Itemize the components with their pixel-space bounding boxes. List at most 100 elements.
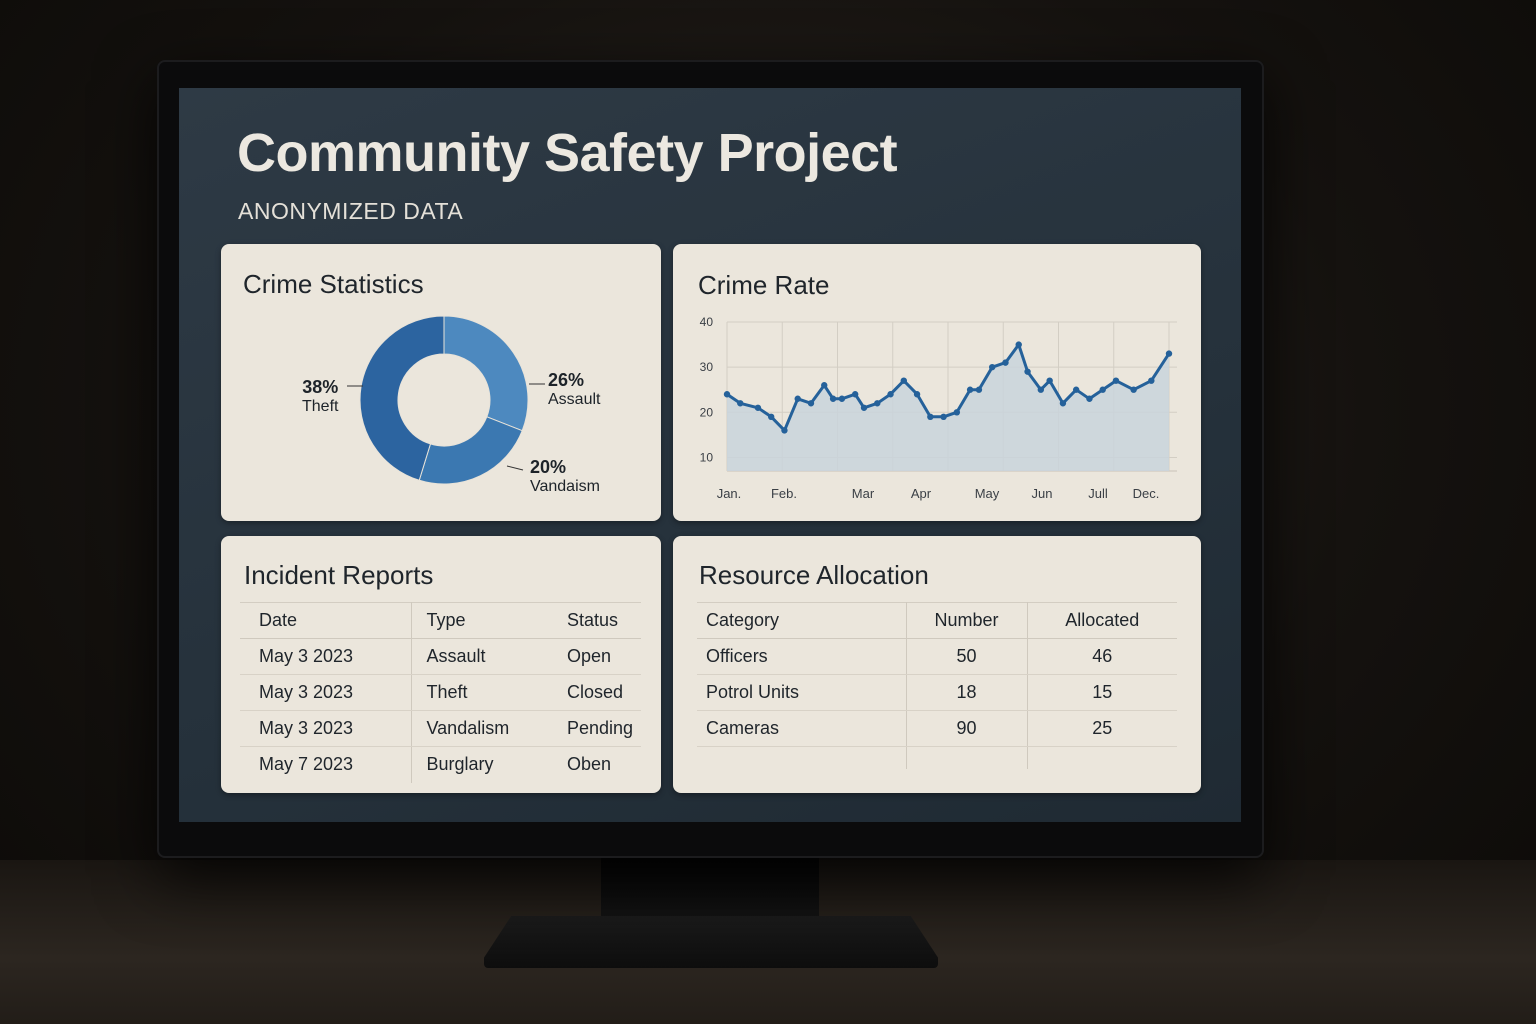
crime-statistics-title: Crime Statistics	[243, 269, 424, 299]
table-spacer-row	[697, 746, 1177, 769]
data-point	[1072, 386, 1080, 393]
data-point	[1112, 377, 1120, 384]
table-row[interactable]: May 3 2023 Theft Closed	[240, 674, 641, 711]
column-header-allocated: Allocated	[1027, 602, 1177, 639]
x-tick-label: Feb.	[771, 486, 797, 501]
donut-slice-assault	[443, 315, 529, 432]
theft-label: 38% Theft	[302, 377, 338, 416]
column-header-type: Type	[411, 602, 551, 639]
data-point	[1024, 368, 1031, 375]
x-tick-label: Mar	[852, 486, 875, 501]
data-point	[838, 395, 846, 402]
data-point	[989, 363, 996, 371]
data-point	[1165, 350, 1173, 357]
incident-reports-title: Incident Reports	[244, 560, 434, 590]
table-row[interactable]: Officers 50 46	[697, 638, 1177, 675]
data-point	[887, 391, 894, 398]
donut-slice-vandaism	[418, 416, 523, 485]
monitor-stand-neck	[601, 856, 819, 922]
incident-reports-panel: Incident Reports Date Type Status May 3 …	[221, 536, 661, 793]
resource-allocation-table: Category Number Allocated Officers 50 46…	[697, 602, 1177, 769]
resource-category: Officers	[697, 638, 907, 675]
resource-category: Cameras	[697, 710, 907, 747]
table-row[interactable]: Potrol Units 18 15	[697, 674, 1177, 711]
x-tick-label: Dec.	[1133, 486, 1160, 501]
resource-number: 50	[906, 638, 1028, 675]
vandalism-leader-line	[506, 465, 524, 471]
data-point	[953, 409, 961, 416]
table-header-row: Category Number Allocated	[697, 602, 1177, 639]
incident-status: Open	[551, 638, 641, 675]
incident-date: May 3 2023	[240, 674, 412, 711]
resource-category: Potrol Units	[697, 674, 907, 711]
table-row[interactable]: May 3 2023 Assault Open	[240, 638, 641, 675]
incident-type: Burglary	[426, 754, 494, 775]
theft-name: Theft	[302, 398, 339, 415]
column-header-category: Category	[697, 602, 907, 639]
y-tick-label: 40	[700, 315, 714, 329]
x-tick-label: Jull	[1088, 486, 1108, 501]
x-tick-label: Jan.	[717, 486, 742, 501]
data-point	[754, 404, 762, 411]
assault-label: 26% Assault	[548, 370, 600, 409]
column-header-date: Date	[240, 602, 412, 639]
incident-date: May 3 2023	[240, 710, 412, 747]
table-row[interactable]: May 7 2023 Burglary Oben	[240, 746, 641, 783]
resource-allocated: 46	[1027, 638, 1177, 675]
data-point	[1130, 386, 1137, 393]
incident-date: May 3 2023	[240, 638, 412, 675]
assault-pct: 26%	[548, 370, 585, 390]
table-row[interactable]: Cameras 90 25	[697, 710, 1177, 747]
data-point	[860, 404, 868, 411]
column-header-number: Number	[906, 602, 1028, 639]
incident-type: Theft	[411, 674, 551, 711]
data-point	[781, 427, 788, 434]
data-point	[1086, 395, 1093, 402]
x-tick-label: May	[975, 486, 1000, 501]
donut-slice-theft	[359, 315, 445, 481]
crime-statistics-panel: Crime Statistics 38% Theft 26% Assault 2…	[221, 244, 661, 521]
data-point	[851, 391, 859, 398]
page-title: Community Safety Project	[237, 123, 898, 183]
data-point	[966, 386, 974, 393]
incident-status: Closed	[551, 674, 641, 711]
data-point	[821, 382, 828, 389]
data-point	[1015, 341, 1022, 348]
data-point	[1037, 386, 1045, 393]
crime-statistics-donut	[347, 315, 545, 485]
y-tick-label: 20	[700, 405, 714, 419]
incident-type: Assault	[411, 638, 551, 675]
data-point	[927, 413, 934, 421]
x-tick-label: Apr	[911, 486, 932, 501]
y-tick-label: 30	[700, 360, 714, 374]
data-point	[1099, 386, 1106, 393]
table-row[interactable]: May 3 2023 Vandalism Pending	[240, 710, 641, 747]
assault-name: Assault	[548, 391, 601, 408]
data-point	[768, 413, 775, 421]
data-point	[1046, 377, 1053, 384]
crime-rate-chart: 10 20 30 40 Jan. Feb. Mar Apr May Jun Jull Dec.	[700, 315, 1177, 501]
x-tick-label: Jun	[1032, 486, 1053, 501]
crime-rate-title: Crime Rate	[698, 270, 830, 300]
incident-reports-table: Date Type Status May 3 2023 Assault Open…	[240, 602, 641, 783]
y-tick-label: 10	[700, 450, 714, 464]
data-point	[1002, 359, 1009, 366]
incident-status: Pending	[551, 710, 641, 747]
vandalism-name: Vandaism	[530, 478, 600, 495]
incident-type: Vandalism	[411, 710, 551, 747]
incident-date: May 7 2023	[240, 746, 412, 783]
data-point	[829, 395, 837, 402]
resource-allocation-title: Resource Allocation	[699, 560, 929, 590]
data-point	[794, 395, 801, 402]
data-point	[913, 391, 921, 398]
data-point	[807, 400, 815, 407]
crime-rate-area	[727, 344, 1169, 471]
resource-number: 90	[906, 710, 1028, 747]
data-point	[723, 391, 731, 398]
page-subtitle: ANONYMIZED DATA	[238, 198, 464, 224]
table-header-row: Date Type Status	[240, 602, 641, 639]
vandalism-label: 20% Vandaism	[530, 457, 600, 496]
crime-rate-panel: Crime Rate 10 20 30 40 Jan. Feb. Mar Apr May Jun…	[673, 244, 1201, 521]
monitor-stand-base	[484, 916, 938, 968]
data-point	[975, 386, 983, 393]
